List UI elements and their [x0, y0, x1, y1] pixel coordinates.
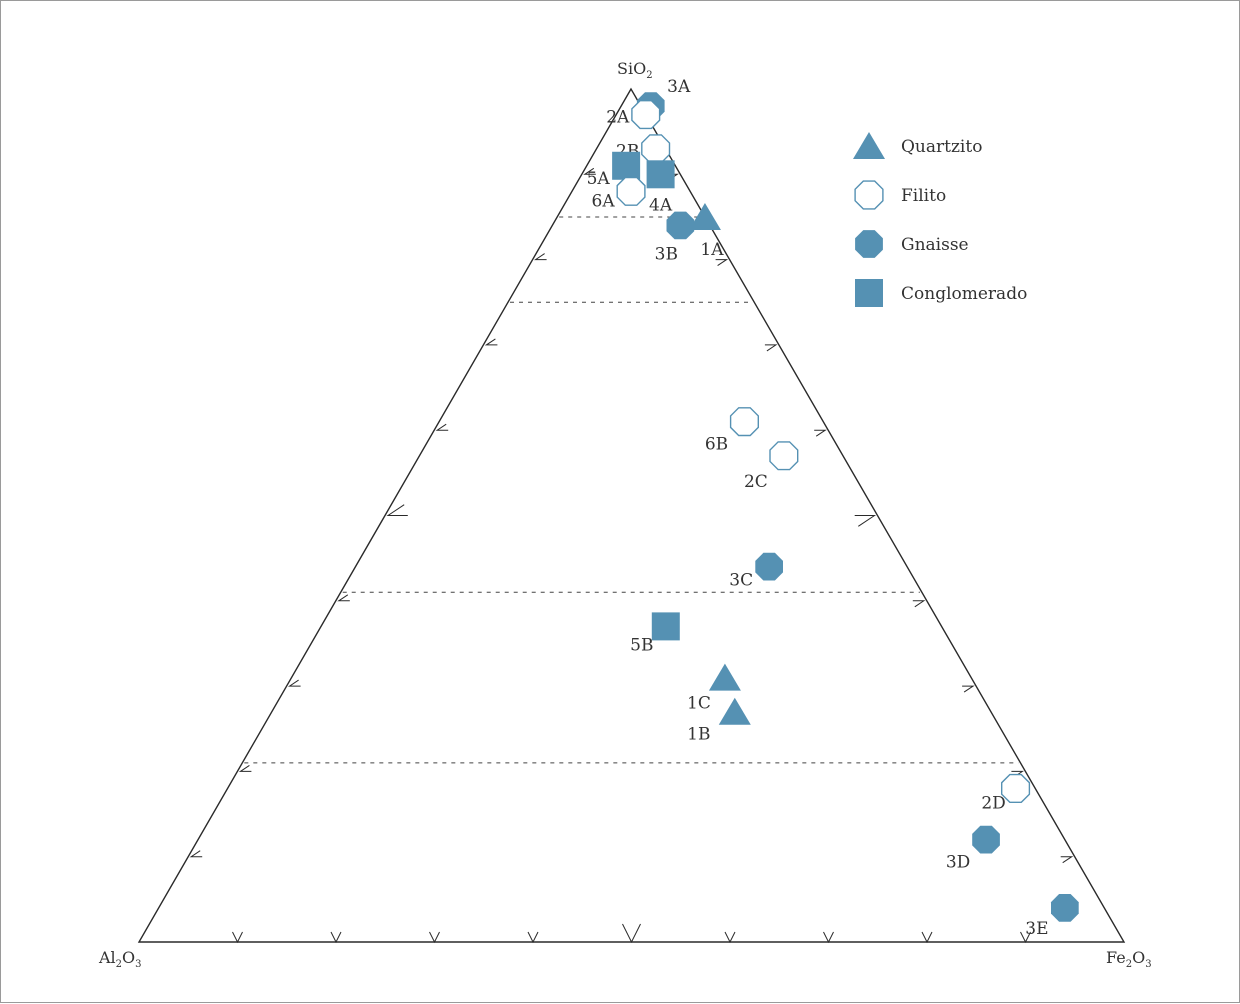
data-point-3b: 3B: [655, 211, 695, 264]
vertex-label-al2o3: Al2O3: [98, 948, 142, 970]
legend-marker-quartzito: [853, 132, 885, 159]
marker-quartzito: [708, 663, 741, 691]
point-label: 6A: [592, 191, 616, 211]
legend: Quartzito Filito Gnaisse Conglomerado: [853, 132, 1027, 307]
right-tick: [1060, 856, 1074, 864]
legend-marker-gnaisse: [855, 230, 883, 258]
point-label: 1B: [687, 725, 710, 745]
marker-filito: [1001, 773, 1031, 803]
point-label: 3A: [667, 77, 691, 97]
right-tick: [912, 600, 926, 608]
point-label: 1C: [687, 694, 711, 714]
marker-conglomerado: [651, 612, 680, 641]
point-label: 5A: [587, 169, 611, 189]
legend-item-filito: Filito: [854, 180, 946, 210]
marker-gnaisse: [972, 825, 1000, 854]
vertex-label-sio2: SiO2: [617, 59, 653, 81]
bottom-tick: [921, 931, 933, 944]
right-tick: [962, 685, 975, 693]
right-tick: [814, 429, 827, 437]
data-point-3e: 3E: [1025, 894, 1079, 939]
marker-quartzito: [688, 202, 721, 230]
bottom-tick: [527, 931, 539, 944]
marker-quartzito: [718, 697, 751, 725]
point-label: 3B: [655, 244, 678, 264]
data-point-2a: 2A: [606, 99, 661, 130]
data-point-1c: 1C: [687, 663, 741, 714]
bottom-tick: [429, 931, 440, 944]
marker-gnaisse: [755, 552, 783, 581]
data-point-5a: 5A: [587, 151, 641, 189]
bottom-tick: [724, 931, 736, 944]
point-label: 5B: [630, 635, 653, 655]
data-point-6a: 6A: [592, 176, 646, 211]
legend-item-quartzito: Quartzito: [853, 132, 982, 159]
marker-filito: [729, 407, 759, 437]
left-tick: [435, 423, 449, 431]
data-point-6b: 6B: [705, 407, 759, 455]
bottom-tick: [823, 931, 834, 944]
left-tick: [386, 504, 408, 516]
legend-label: Gnaisse: [901, 235, 969, 255]
legend-label: Filito: [901, 186, 946, 206]
data-point-5b: 5B: [630, 612, 680, 655]
marker-filito: [641, 134, 671, 164]
bottom-tick: [622, 923, 641, 944]
point-label: 1A: [700, 240, 724, 260]
left-tick: [337, 594, 350, 602]
point-label: 3E: [1025, 919, 1048, 939]
data-point-3c: 3C: [729, 552, 783, 591]
data-point-1b: 1B: [687, 697, 751, 745]
marker-gnaisse: [666, 211, 695, 240]
legend-marker-filito: [854, 180, 884, 210]
left-tick: [238, 764, 252, 772]
data-point-1a: 1A: [688, 202, 724, 260]
left-tick: [189, 850, 203, 858]
left-tick: [287, 679, 301, 687]
legend-item-conglomerado: Conglomerado: [855, 279, 1027, 307]
point-label: 4A: [649, 195, 673, 215]
data-point-4a: 4A: [646, 160, 675, 215]
point-label: 2D: [981, 793, 1005, 813]
right-tick: [764, 344, 778, 352]
data-point-2d: 2D: [981, 773, 1031, 813]
point-label: 3C: [729, 571, 753, 591]
marker-filito: [631, 99, 661, 130]
point-label: 6B: [705, 435, 728, 455]
point-label: 2C: [744, 472, 768, 492]
ternary-triangle: [137, 87, 1126, 943]
point-label: 2A: [606, 108, 630, 128]
data-point-2c: 2C: [744, 441, 799, 492]
marker-conglomerado: [612, 151, 641, 180]
marker-filito: [769, 441, 799, 471]
left-tick: [533, 253, 547, 261]
marker-gnaisse: [1051, 894, 1079, 922]
vertex-label-fe2o3: Fe2O3: [1106, 948, 1152, 970]
legend-item-gnaisse: Gnaisse: [855, 230, 969, 258]
bottom-tick: [232, 931, 243, 944]
data-point-3d: 3D: [946, 825, 1000, 873]
point-label: 3D: [946, 853, 970, 873]
left-tick: [484, 338, 498, 346]
legend-marker-conglomerado: [855, 279, 883, 307]
left-tick: [583, 167, 596, 175]
legend-label: Conglomerado: [901, 284, 1027, 304]
marker-filito: [616, 176, 646, 206]
right-tick: [854, 515, 877, 527]
marker-conglomerado: [646, 160, 675, 189]
bottom-tick: [330, 931, 342, 944]
legend-label: Quartzito: [901, 137, 982, 157]
right-tick: [715, 259, 729, 267]
